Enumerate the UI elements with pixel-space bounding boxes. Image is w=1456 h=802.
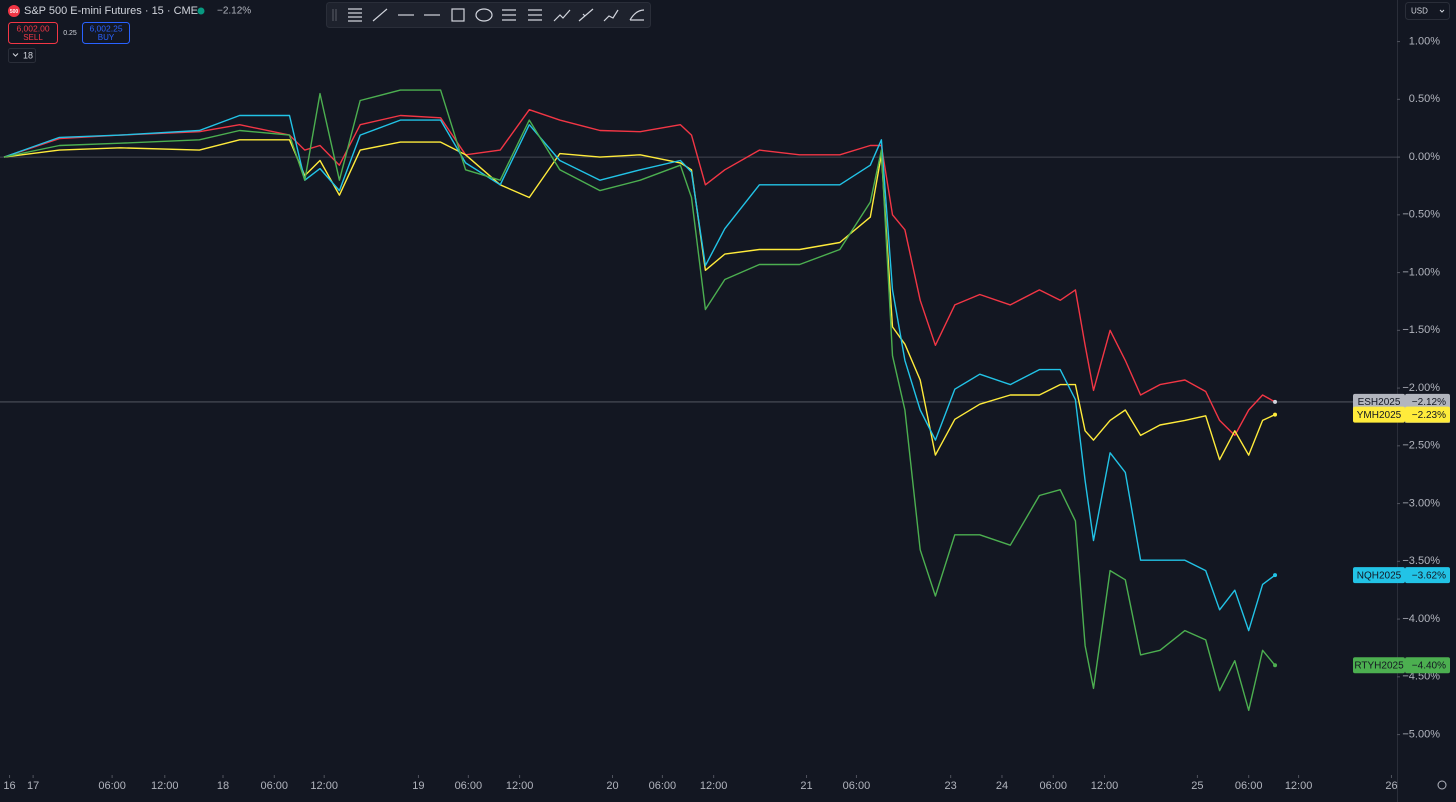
x-tick-label: 06:00	[455, 780, 483, 792]
x-tick-label: 06:00	[98, 780, 126, 792]
y-tick-label: −3.00%	[1402, 497, 1440, 509]
y-tick-label: −4.00%	[1402, 613, 1440, 625]
x-tick-label: 25	[1191, 780, 1203, 792]
currency[interactable]: USD	[1411, 7, 1428, 16]
x-tick-label: 24	[996, 780, 1008, 792]
tool-pattern[interactable]	[603, 9, 619, 22]
series-name-box	[1353, 393, 1405, 410]
x-tick-label: 19	[412, 780, 424, 792]
y-tick-label: 1.00%	[1409, 35, 1440, 47]
toolbar-handle[interactable]	[332, 9, 337, 21]
series-name-box	[1353, 567, 1405, 584]
change-percent: −2.12%	[217, 6, 251, 17]
tool-trendline[interactable]	[372, 8, 388, 22]
x-tick-label: 06:00	[1235, 780, 1263, 792]
y-tick-label: −2.50%	[1402, 440, 1440, 452]
tool-measure[interactable]	[578, 8, 594, 22]
drawing-toolbar	[326, 2, 651, 28]
y-tick-label: −5.00%	[1402, 728, 1440, 740]
y-tick-label: −1.00%	[1402, 266, 1440, 278]
tool-curve[interactable]	[629, 9, 645, 21]
symbol-title[interactable]: S&P 500 E-mini Futures · 15 · CME	[24, 5, 198, 17]
tool-path[interactable]	[553, 9, 571, 22]
tool-parallel[interactable]	[502, 9, 516, 21]
x-tick-label: 23	[945, 780, 957, 792]
x-tick-label: 12:00	[310, 780, 338, 792]
y-tick-label: −0.50%	[1402, 209, 1440, 221]
series-line	[3, 89, 1276, 711]
sell-button[interactable]	[8, 22, 58, 44]
x-tick-label: 06:00	[843, 780, 871, 792]
y-tick-label: 0.00%	[1409, 151, 1440, 163]
tool-rectangle[interactable]	[451, 8, 465, 22]
sell-label[interactable]: SELL	[23, 33, 43, 42]
tool-ellipse[interactable]	[475, 8, 493, 22]
x-tick-label: 18	[217, 780, 229, 792]
sell-price[interactable]: 6,002.00	[16, 23, 49, 33]
indicator-count[interactable]: 18	[23, 50, 33, 60]
plot-area	[0, 0, 1400, 802]
x-tick-label: 16	[3, 780, 15, 792]
last-point	[1273, 573, 1278, 578]
x-tick-label: 06:00	[1039, 780, 1067, 792]
spread: 0.25	[63, 30, 77, 37]
x-tick-label: 06:00	[649, 780, 677, 792]
series-name-label: RTYH2025	[1354, 660, 1404, 671]
series-value-box	[1405, 406, 1450, 423]
series-value-label: −2.23%	[1412, 410, 1446, 421]
y-tick-label: 0.50%	[1409, 93, 1440, 105]
series-name-box	[1353, 406, 1405, 423]
currency-chevron	[1439, 9, 1445, 13]
x-tick-label: 12:00	[700, 780, 728, 792]
buy-label[interactable]: BUY	[98, 33, 115, 42]
series-name-label: YMH2025	[1357, 410, 1402, 421]
series-name-box	[1353, 657, 1405, 674]
buy-button[interactable]	[82, 22, 130, 44]
y-tick-label: −4.50%	[1402, 671, 1440, 683]
x-tick-label: 12:00	[151, 780, 179, 792]
last-point	[1273, 663, 1278, 668]
x-tick-label: 12:00	[1285, 780, 1313, 792]
series-value-box	[1405, 657, 1450, 674]
y-tick-label: −1.50%	[1402, 324, 1440, 336]
x-tick-label: 20	[606, 780, 618, 792]
series-value-label: −3.62%	[1412, 570, 1446, 581]
series-value-label: −2.12%	[1412, 397, 1446, 408]
chevron-icon	[12, 53, 19, 57]
y-tick-label: −3.50%	[1402, 555, 1440, 567]
series-value-label: −4.40%	[1412, 660, 1446, 671]
last-point	[1273, 399, 1278, 404]
x-tick-label: 12:00	[1091, 780, 1119, 792]
x-tick-label: 12:00	[506, 780, 534, 792]
toolbar-icons	[332, 8, 645, 22]
settings-icon[interactable]	[1437, 780, 1447, 790]
series-line	[3, 114, 1276, 632]
series-line	[3, 139, 1276, 461]
x-tick-label: 26	[1385, 780, 1397, 792]
buy-price[interactable]: 6,002.25	[89, 23, 122, 33]
y-tick-label: −2.00%	[1402, 382, 1440, 394]
symbol-logo	[8, 5, 20, 17]
series-name-label: ESH2025	[1358, 397, 1401, 408]
series-value-box	[1405, 393, 1450, 410]
market-status	[197, 7, 205, 15]
currency-button[interactable]	[1405, 2, 1450, 20]
tool-fib[interactable]	[528, 9, 542, 21]
series-name-label: NQH2025	[1357, 570, 1402, 581]
series-value-box	[1405, 567, 1450, 584]
x-tick-label: 06:00	[261, 780, 289, 792]
tool-lines[interactable]	[348, 8, 362, 22]
x-tick-label: 17	[27, 780, 39, 792]
series-line	[3, 109, 1276, 437]
indicators-toggle[interactable]	[8, 48, 36, 63]
logo-text: 500	[10, 9, 19, 15]
last-point	[1273, 412, 1278, 417]
x-tick-label: 21	[800, 780, 812, 792]
